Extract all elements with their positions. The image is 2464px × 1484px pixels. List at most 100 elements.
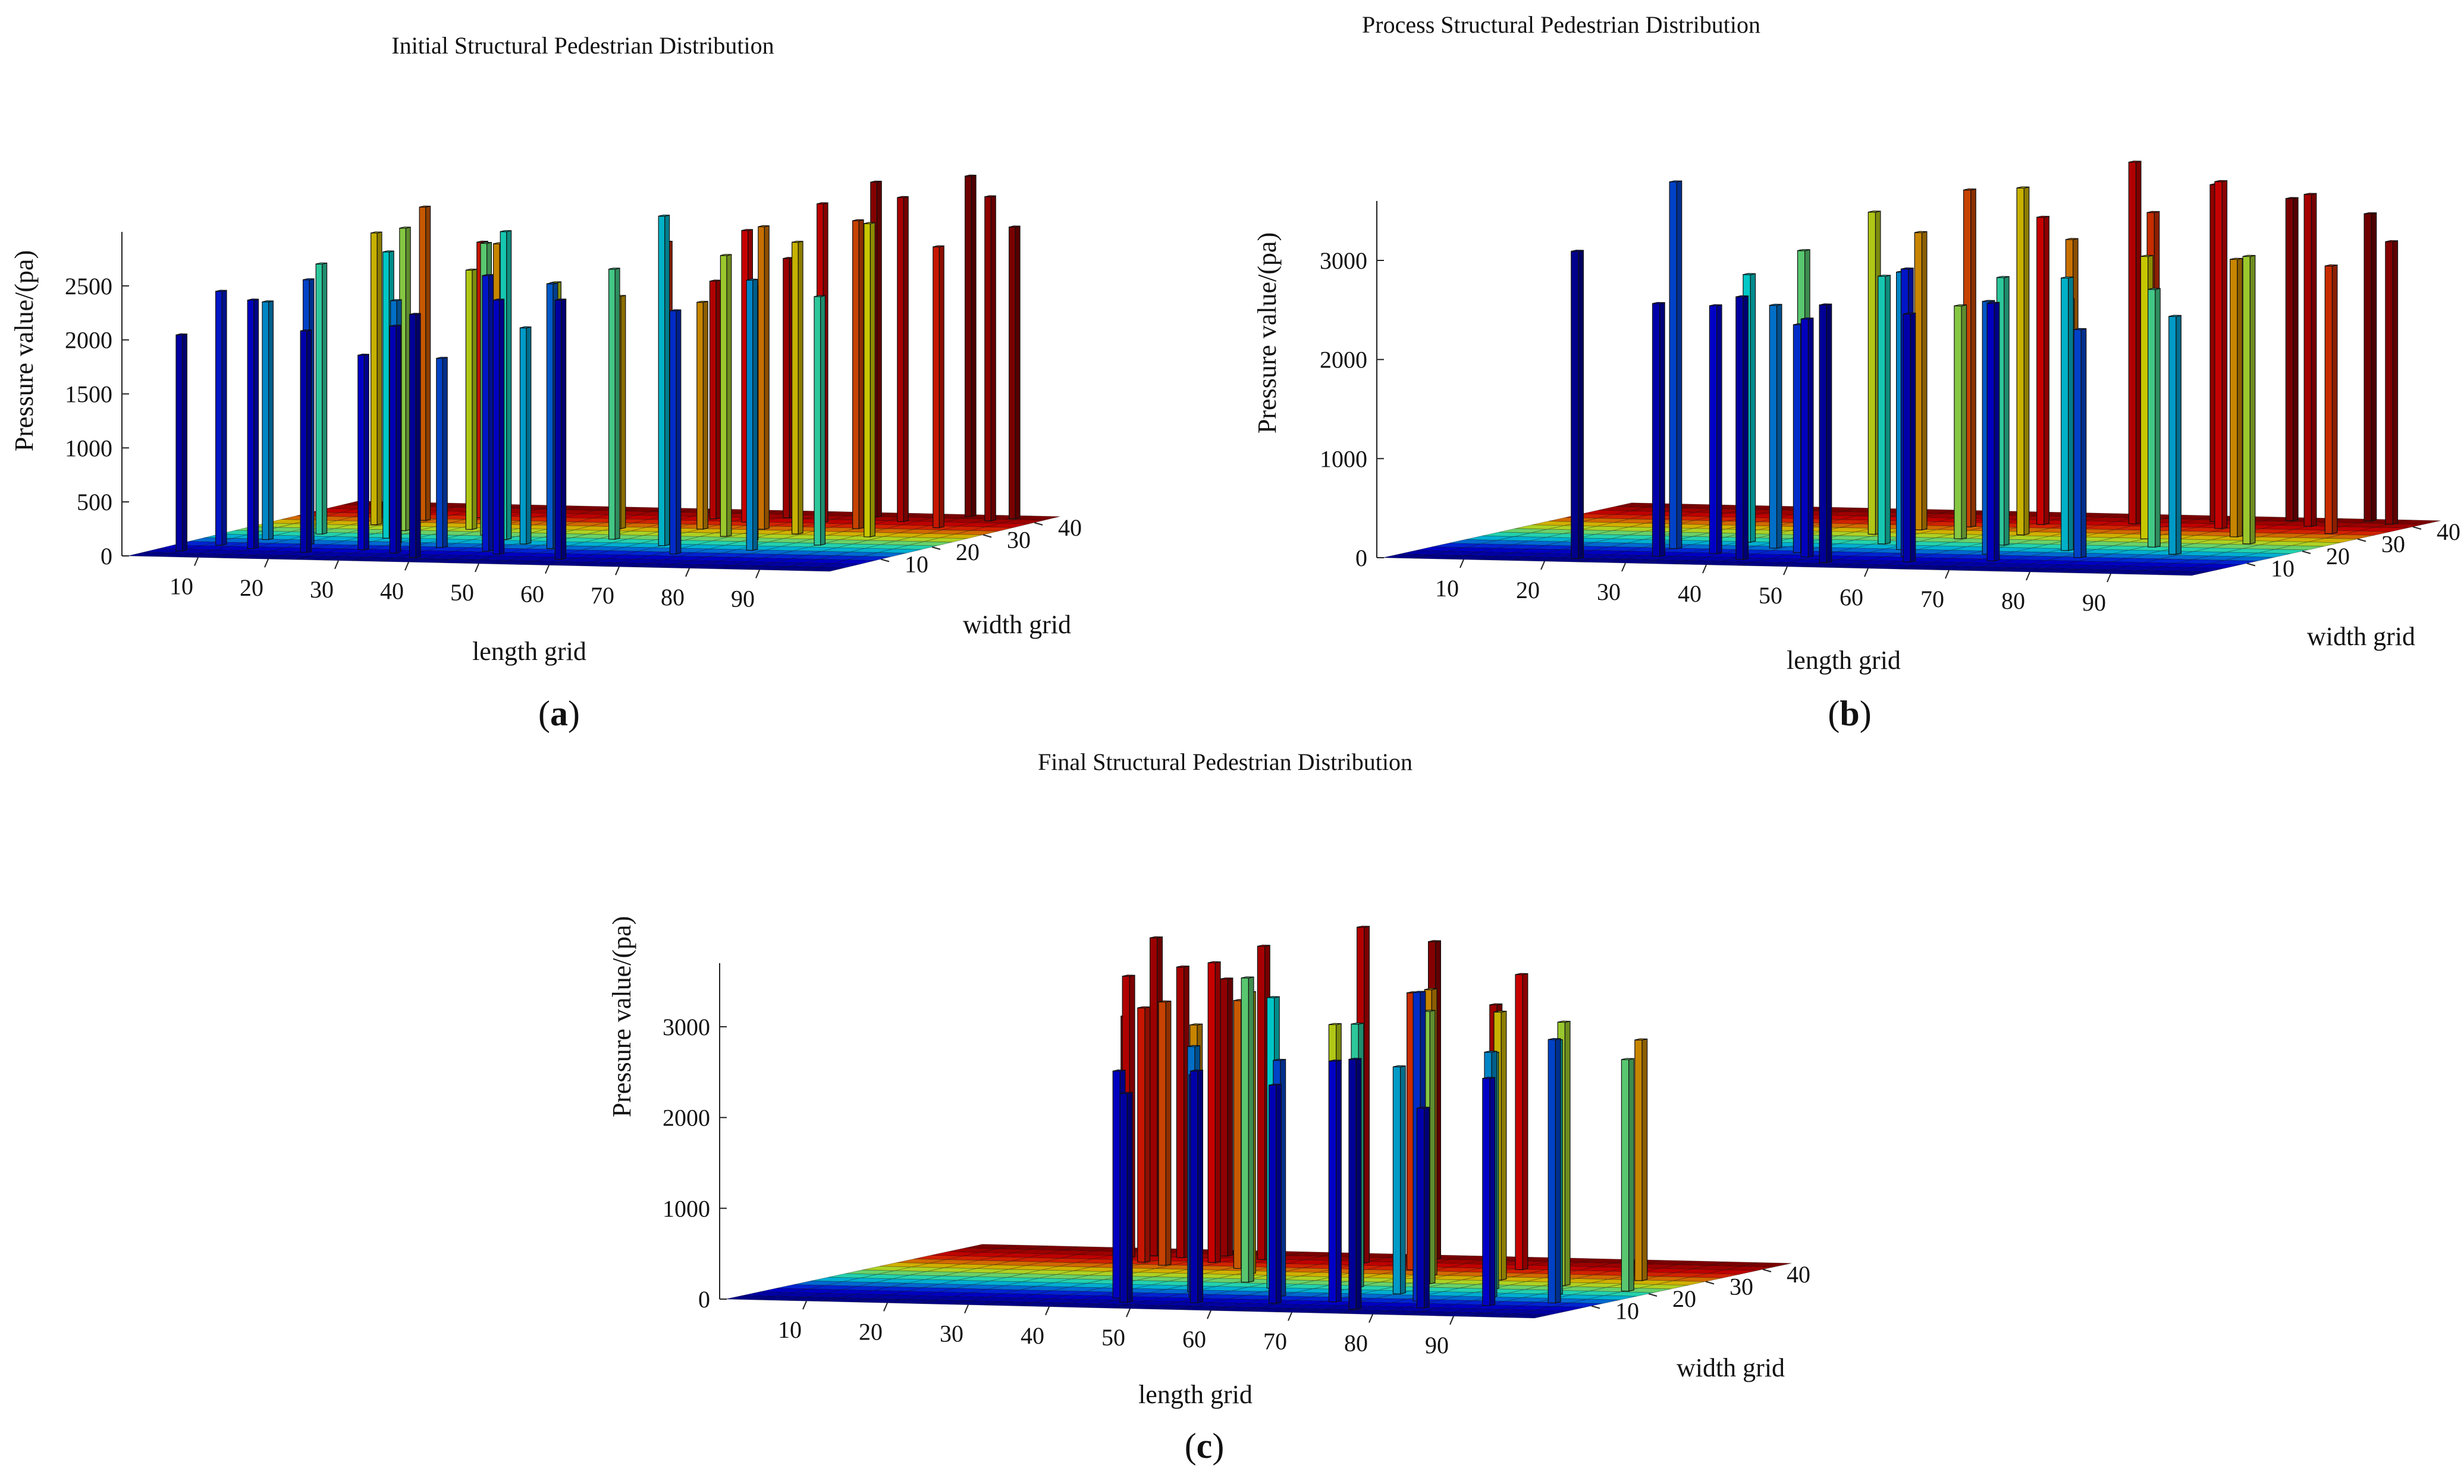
chart-c-floor (725, 1244, 1792, 1319)
bar-face-front (1119, 1093, 1128, 1303)
z-tick-label: 500 (77, 489, 112, 515)
bar-face-front (262, 301, 269, 540)
bar-face-front (608, 268, 616, 540)
bar-face-top (500, 230, 511, 232)
bar-face-side (726, 254, 732, 537)
bar-face-front (1482, 1078, 1490, 1306)
bar-face-side (221, 290, 227, 546)
chart-c-bars (1112, 926, 1648, 1310)
chart-b-xlabel: length grid (1787, 646, 1901, 675)
x-tick-label: 20 (240, 574, 263, 601)
bar-73-17 (2060, 276, 2074, 551)
bar-face-top (1120, 1092, 1133, 1094)
bar-face-side (820, 295, 826, 546)
bar-face-side (664, 215, 670, 546)
bar-face-top (1963, 188, 1976, 191)
bar-21-6 (300, 329, 312, 553)
x-tick-mark (1207, 1310, 1211, 1319)
bar-face-front (1328, 1061, 1337, 1303)
x-tick-label: 80 (1344, 1330, 1368, 1357)
bar-face-top (1901, 267, 1914, 270)
bar-face-top (758, 225, 770, 228)
bar-4-5 (175, 333, 187, 552)
bar-face-side (620, 295, 626, 530)
x-tick-mark (1864, 568, 1869, 577)
bar-face-top (1986, 301, 2000, 304)
bar-face-front (1158, 1001, 1166, 1266)
bar-face-front (2036, 216, 2045, 526)
bar-93-41 (984, 195, 996, 521)
chart-a-xlabel: length grid (472, 637, 586, 666)
bar-face-top (870, 180, 882, 183)
bar-face-top (1743, 273, 1756, 275)
bar-80-33 (852, 219, 864, 529)
bar-face-top (1267, 996, 1280, 998)
bar-face-side (1423, 1106, 1430, 1309)
bar-60-30 (696, 300, 708, 530)
bar-12-8 (247, 298, 259, 549)
bar-face-top (436, 357, 448, 359)
bar-face-front (1819, 304, 1827, 564)
bar-face-front (370, 232, 378, 526)
bar-face-front (1416, 1108, 1425, 1309)
bar-67-38 (2128, 161, 2142, 525)
bar-57-36 (2036, 215, 2049, 526)
bar-face-top (357, 353, 369, 356)
x-tick-label: 40 (1678, 580, 1702, 607)
bar-face-side (1501, 1010, 1507, 1281)
x-tick-label: 10 (778, 1316, 802, 1343)
bar-75-4 (1348, 1058, 1362, 1310)
bar-face-side (1776, 304, 1782, 549)
chart-panel-b: 10 20 30 40 50 60 70 80 90 10 20 30 40 0 1000 2000 3000 … (1231, 0, 2462, 743)
bar-64-17 (658, 215, 670, 546)
bar-face-top (1329, 1023, 1342, 1026)
chart-b-caption-letter: b (1840, 694, 1859, 733)
bar-face-front (1257, 945, 1266, 1260)
bar-face-side (182, 333, 187, 552)
bar-face-front (1878, 275, 1886, 545)
z-tick-label: 0 (698, 1286, 710, 1313)
bar-face-side (676, 309, 682, 555)
bar-face-front (1112, 1070, 1121, 1299)
bar-47-8 (492, 298, 505, 555)
x-tick-label: 80 (2001, 587, 2025, 614)
bar-face-top (482, 274, 494, 276)
bar-face-side (363, 354, 369, 551)
bar-84-20 (814, 295, 826, 546)
bar-face-front (1769, 304, 1778, 549)
x-tick-mark (685, 568, 690, 577)
bar-49-22 (1241, 976, 1254, 1283)
bar-face-front (658, 215, 666, 546)
bar-face-top (1819, 303, 1832, 306)
bar-face-front (1392, 1066, 1401, 1294)
bar-face-top (1241, 976, 1254, 979)
bar-face-top (897, 196, 909, 199)
bar-face-side (1276, 1083, 1282, 1304)
bar-face-top (2243, 254, 2255, 257)
bar-face-top (1122, 974, 1135, 977)
bar-face-front (1986, 303, 1995, 562)
bar-face-top (696, 300, 708, 303)
bar-face-top (1954, 304, 1967, 307)
bar-face-front (1207, 962, 1216, 1263)
chart-a-caption-letter: a (550, 694, 568, 733)
bar-face-side (1399, 1065, 1406, 1295)
bar-85-30 (2230, 257, 2243, 537)
bar-face-front (1515, 974, 1523, 1271)
bar-face-side (1227, 977, 1233, 1257)
bar-face-top (1208, 961, 1221, 964)
bar-face-top (2230, 257, 2243, 260)
bar-94-34 (2324, 264, 2338, 535)
x-tick-label: 60 (520, 581, 544, 608)
bar-face-top (746, 278, 758, 281)
bar-face-front (389, 325, 397, 554)
bar-73-36 (1515, 973, 1528, 1271)
bar-face-side (1807, 317, 1814, 558)
x-tick-label: 10 (170, 573, 193, 600)
bar-46-30 (1914, 231, 1928, 531)
bar-face-front (554, 299, 562, 560)
y-tick-mark (1034, 522, 1043, 526)
bar-90-35 (933, 245, 944, 529)
bar-45-16 (519, 326, 532, 545)
bar-27-9 (357, 353, 369, 551)
